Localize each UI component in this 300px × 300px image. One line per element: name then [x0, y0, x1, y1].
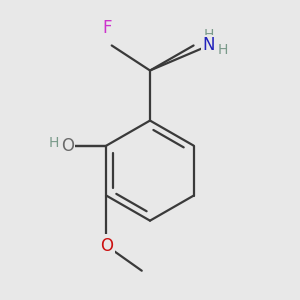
Text: H: H	[218, 43, 228, 57]
Text: O: O	[61, 136, 74, 154]
Text: H: H	[49, 136, 59, 150]
Text: F: F	[103, 20, 112, 38]
Text: N: N	[202, 37, 215, 55]
Text: O: O	[100, 237, 113, 255]
Text: H: H	[204, 28, 214, 42]
